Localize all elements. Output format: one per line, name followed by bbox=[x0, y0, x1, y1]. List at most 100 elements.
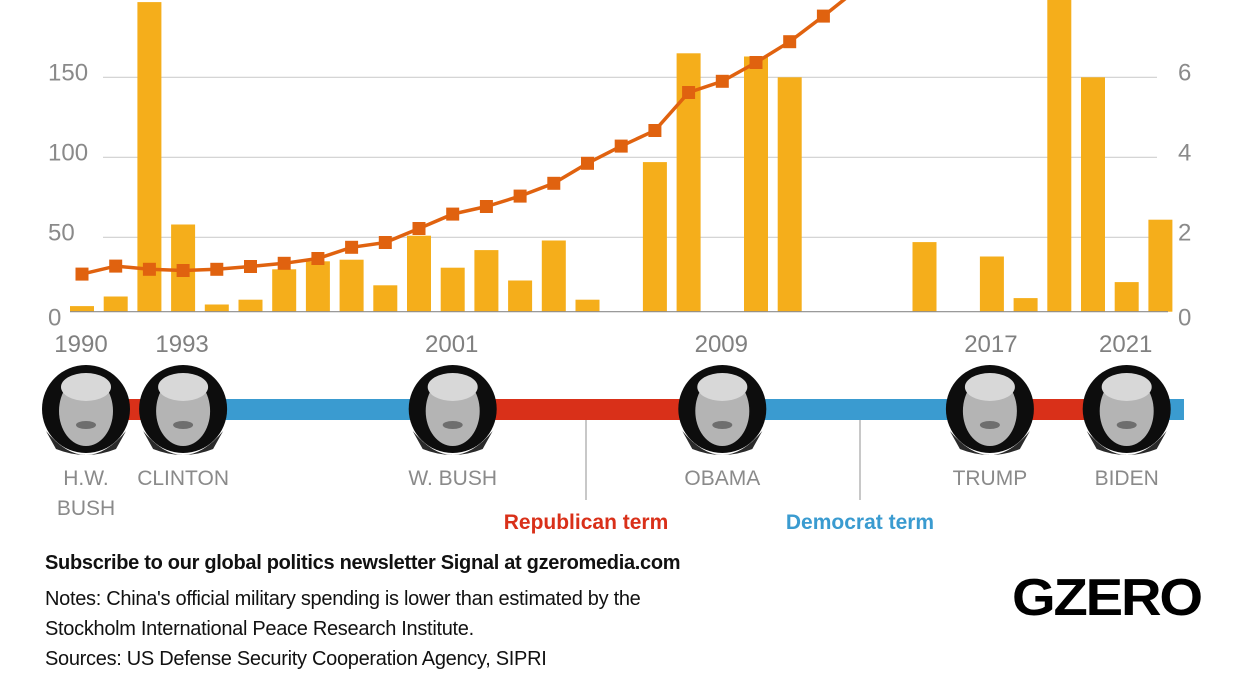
left-tick-label: 100 bbox=[48, 139, 88, 166]
president-name: BUSH bbox=[57, 497, 115, 520]
mouth-icon bbox=[1116, 421, 1137, 429]
suit-icon bbox=[46, 431, 126, 455]
bar-2004 bbox=[541, 240, 566, 312]
president-name: H.W. bbox=[63, 467, 109, 490]
president-name: TRUMP bbox=[953, 467, 1028, 490]
line-point-2012 bbox=[816, 9, 830, 23]
bar-2003 bbox=[508, 280, 533, 312]
hair-icon bbox=[61, 373, 111, 401]
suit-icon bbox=[1086, 431, 1167, 455]
subscribe-link[interactable]: Subscribe to our global politics newslet… bbox=[45, 552, 681, 574]
left-tick-label: 50 bbox=[48, 219, 75, 246]
hair-icon bbox=[964, 373, 1015, 401]
line-point-2000 bbox=[412, 222, 426, 235]
year-label: 1993 bbox=[155, 331, 208, 358]
x-axis-year-labels: 1990 1993 2001 2009 2017 2021 bbox=[54, 331, 1152, 358]
bar-1991 bbox=[103, 296, 128, 312]
hair-icon bbox=[158, 373, 209, 401]
line-point-2001 bbox=[446, 207, 460, 221]
line-point-1995 bbox=[244, 260, 257, 273]
gzero-logo: GZERO bbox=[1012, 569, 1203, 627]
year-label: 2009 bbox=[695, 331, 748, 358]
bar-2020 bbox=[1081, 77, 1105, 312]
mouth-icon bbox=[712, 421, 733, 429]
line-point-2005 bbox=[581, 156, 594, 170]
bar-1992 bbox=[137, 2, 162, 312]
line-point-1996 bbox=[277, 256, 291, 270]
hair-icon bbox=[427, 373, 478, 401]
right-tick-label: 4 bbox=[1178, 139, 1191, 166]
year-label: 2017 bbox=[964, 331, 1017, 358]
line-point-1994 bbox=[210, 262, 224, 276]
legend: Republican term Democrat term bbox=[504, 420, 934, 534]
left-axis-ticks: 0 50 100 150 bbox=[48, 59, 88, 331]
suit-icon bbox=[949, 431, 1030, 455]
year-label: 2021 bbox=[1099, 331, 1152, 358]
bar-1996 bbox=[272, 269, 297, 312]
president-name: OBAMA bbox=[684, 467, 760, 490]
bar-1999 bbox=[373, 285, 398, 312]
line-point-2010 bbox=[749, 56, 763, 69]
bar-1997 bbox=[305, 261, 330, 312]
line-series bbox=[75, 0, 847, 281]
line-point-2002 bbox=[479, 200, 493, 213]
bar-1998 bbox=[339, 259, 364, 312]
line-point-2009 bbox=[715, 74, 729, 88]
year-label: 2001 bbox=[425, 331, 478, 358]
legend-republican: Republican term bbox=[504, 511, 669, 534]
line-point-1992 bbox=[142, 262, 156, 276]
line-point-2007 bbox=[648, 124, 662, 137]
line-point-2004 bbox=[547, 176, 561, 190]
right-axis-ticks: 0 2 4 6 bbox=[1178, 59, 1191, 331]
legend-democrat: Democrat term bbox=[786, 511, 934, 534]
bar-1995 bbox=[238, 299, 263, 312]
bar-2007 bbox=[642, 162, 667, 312]
bar-series bbox=[70, 0, 1173, 312]
mouth-icon bbox=[76, 421, 96, 429]
bar-2015 bbox=[912, 242, 937, 312]
line-point-2006 bbox=[614, 139, 628, 153]
line-path bbox=[81, 0, 847, 276]
mouth-icon bbox=[173, 421, 194, 429]
left-tick-label: 150 bbox=[48, 59, 88, 86]
line-point-1990 bbox=[75, 267, 89, 281]
bar-2022 bbox=[1148, 219, 1173, 312]
bar-2019 bbox=[1047, 0, 1072, 312]
bar-2011 bbox=[777, 77, 802, 312]
portrait-clinton bbox=[139, 365, 228, 455]
line-point-2008 bbox=[682, 86, 696, 99]
right-tick-label: 2 bbox=[1178, 219, 1191, 246]
bar-2001 bbox=[440, 267, 465, 312]
portrait-hw-bush bbox=[42, 365, 130, 455]
year-label: 1990 bbox=[54, 331, 107, 358]
notes-line-1: Notes: China's official military spendin… bbox=[45, 588, 641, 610]
portrait-trump bbox=[945, 365, 1034, 455]
hair-icon bbox=[1101, 373, 1152, 401]
hair-icon bbox=[697, 373, 748, 401]
president-portraits: H.W. BUSH CLINTON W. BUSH OBAMA TRUMP BIDEN bbox=[42, 365, 1171, 520]
line-point-1999 bbox=[378, 236, 392, 249]
president-name: CLINTON bbox=[137, 467, 229, 490]
line-point-2003 bbox=[513, 189, 527, 203]
term-democrat bbox=[169, 399, 453, 420]
term-republican bbox=[452, 399, 723, 420]
portrait-wbush bbox=[408, 365, 497, 455]
mouth-icon bbox=[442, 421, 463, 429]
line-point-1997 bbox=[311, 252, 325, 265]
sources: Sources: US Defense Security Cooperation… bbox=[45, 648, 547, 670]
bar-2005 bbox=[575, 299, 600, 312]
bar-2021 bbox=[1114, 282, 1139, 312]
bar-2018 bbox=[1013, 298, 1038, 312]
mouth-icon bbox=[979, 421, 1000, 429]
gridlines bbox=[103, 76, 1157, 238]
line-point-2011 bbox=[783, 35, 797, 49]
line-point-1998 bbox=[345, 240, 359, 254]
bar-2017 bbox=[979, 256, 1004, 312]
bar-1994 bbox=[204, 304, 229, 312]
portrait-obama bbox=[678, 365, 767, 455]
line-point-1991 bbox=[109, 259, 123, 273]
bar-2000 bbox=[407, 235, 431, 312]
term-democrat bbox=[722, 399, 992, 420]
right-tick-label: 6 bbox=[1178, 59, 1191, 86]
